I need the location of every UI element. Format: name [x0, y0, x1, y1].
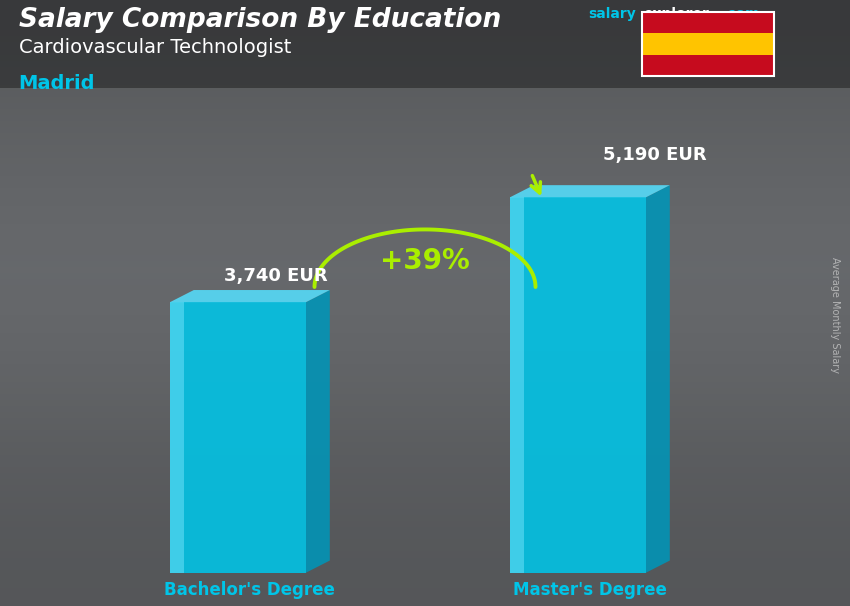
Bar [0, 0, 850, 88]
Polygon shape [510, 198, 524, 573]
Bar [642, 12, 774, 76]
Polygon shape [510, 185, 670, 198]
Text: explorer: explorer [643, 7, 709, 21]
Polygon shape [306, 290, 330, 573]
Polygon shape [646, 185, 670, 573]
Bar [642, 55, 774, 76]
Text: +39%: +39% [380, 247, 470, 275]
Polygon shape [170, 302, 306, 573]
Text: salary: salary [588, 7, 636, 21]
Text: Salary Comparison By Education: Salary Comparison By Education [19, 7, 501, 33]
Bar [642, 12, 774, 33]
Text: Master's Degree: Master's Degree [513, 581, 667, 599]
Polygon shape [170, 290, 330, 302]
Text: .com: .com [722, 7, 760, 21]
Bar [642, 33, 774, 55]
Text: Bachelor's Degree: Bachelor's Degree [164, 581, 336, 599]
Text: Cardiovascular Technologist: Cardiovascular Technologist [19, 38, 291, 56]
Text: 3,740 EUR: 3,740 EUR [224, 267, 328, 285]
Polygon shape [510, 198, 646, 573]
Polygon shape [170, 302, 184, 573]
Text: Madrid: Madrid [19, 74, 95, 93]
Text: Average Monthly Salary: Average Monthly Salary [830, 257, 840, 373]
Text: 5,190 EUR: 5,190 EUR [603, 146, 706, 164]
